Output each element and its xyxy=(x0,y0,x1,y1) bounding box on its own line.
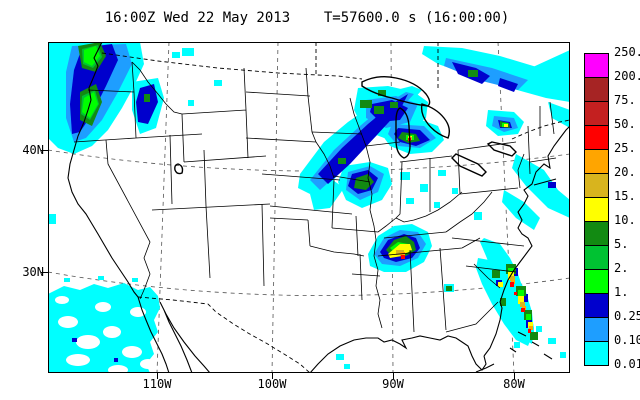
axis-tick xyxy=(157,373,158,379)
colorbar-swatch xyxy=(584,149,609,174)
axis-tick xyxy=(41,272,48,273)
great-lakes xyxy=(174,75,517,177)
lake-michigan xyxy=(395,107,411,159)
colorbar-label: 25. xyxy=(614,141,636,155)
map-canvas xyxy=(47,41,571,375)
colorbar-swatch xyxy=(584,101,609,126)
canada-provincial-lines xyxy=(315,42,439,90)
atlantic-coast xyxy=(499,125,571,303)
colorbar-label: 200. xyxy=(614,69,640,83)
florida-keys xyxy=(475,363,495,373)
state-borders xyxy=(73,61,557,333)
colorbar-swatch xyxy=(584,269,609,294)
colorbar-swatch xyxy=(584,245,609,270)
colorbar-label: 20. xyxy=(614,165,636,179)
lon-label-90w: 90W xyxy=(382,377,404,391)
colorbar-swatch xyxy=(584,173,609,198)
lon-label-100w: 100W xyxy=(257,377,287,391)
axis-tick xyxy=(514,373,515,379)
lat-label-40n: 40N xyxy=(22,143,44,157)
colorbar: 200. 75. 50. 25. 20. 15. 10. 5. 2. 1. 0.25 0.10 0.01… xyxy=(584,45,640,371)
colorbar-swatch xyxy=(584,221,609,246)
long-island xyxy=(533,178,557,186)
plot-title: 16:00Z Wed 22 May 2013 T=57600.0 s (16:0… xyxy=(104,10,510,26)
lat-label-30n: 30N xyxy=(22,265,44,279)
axis-tick xyxy=(41,150,48,151)
colorbar-swatch xyxy=(584,341,609,366)
coastline xyxy=(67,41,571,374)
lon-label-110w: 110W xyxy=(142,377,172,391)
colorbar-swatch xyxy=(584,53,609,78)
precip-speckle-holes xyxy=(55,296,156,375)
colorbar-label: 15. xyxy=(614,189,636,203)
colorbar-label: 0.25 xyxy=(614,309,640,323)
colorbar-swatch xyxy=(584,293,609,318)
axis-tick xyxy=(393,373,394,379)
canada-border xyxy=(101,52,363,80)
colorbar-label: 75. xyxy=(614,93,636,107)
lake-superior xyxy=(361,75,431,107)
lake-ontario xyxy=(486,141,517,157)
colorbar-label: 5. xyxy=(614,237,629,251)
colorbar-label: 250. xyxy=(614,45,640,59)
great-salt-lake xyxy=(174,163,184,175)
colorbar-label: 2. xyxy=(614,261,629,275)
lake-huron xyxy=(420,103,451,139)
lake-erie xyxy=(451,153,487,177)
colorbar-label: 0.01 xyxy=(614,357,640,371)
bahamas xyxy=(509,331,553,360)
west-coast xyxy=(67,41,139,298)
gulf-coast xyxy=(309,335,487,374)
axis-tick xyxy=(272,373,273,379)
colorbar-swatch xyxy=(584,197,609,222)
baja-coast xyxy=(137,296,211,374)
us-precip-map xyxy=(47,41,571,375)
colorbar-label: 10. xyxy=(614,213,636,227)
lon-label-80w: 80W xyxy=(503,377,525,391)
colorbar-label: 50. xyxy=(614,117,636,131)
mexico-border xyxy=(137,296,311,374)
colorbar-swatch xyxy=(584,125,609,150)
map-frame xyxy=(48,42,570,373)
colorbar-swatch xyxy=(584,77,609,102)
florida-east-coast xyxy=(483,301,503,357)
colorbar-label: 1. xyxy=(614,285,629,299)
colorbar-label: 0.10 xyxy=(614,333,640,347)
country-borders xyxy=(101,42,571,374)
colorbar-swatch xyxy=(584,317,609,342)
